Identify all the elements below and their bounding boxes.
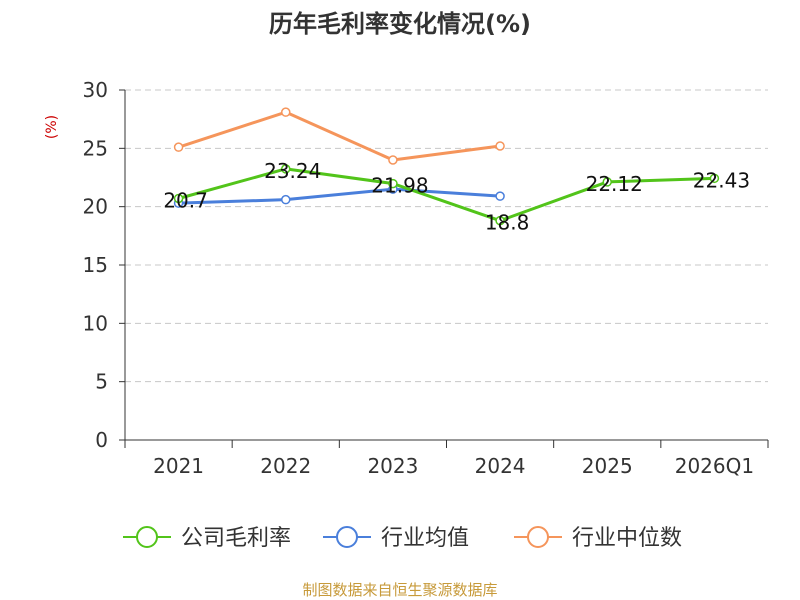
data-point (281, 194, 291, 205)
source-note: 制图数据来自恒生聚源数据库 (302, 581, 498, 599)
x-tick-label: 2024 (475, 454, 526, 478)
data-point (173, 142, 184, 152)
data-label: 21.98 (371, 174, 428, 198)
data-point (388, 178, 398, 189)
x-tick-label: 2026Q1 (675, 454, 754, 478)
x-tick-label: 2022 (260, 454, 311, 478)
y-tick-label: 25 (83, 136, 108, 160)
data-point (709, 173, 720, 184)
data-label: 23.24 (264, 159, 321, 183)
chart-title: 历年毛利率变化情况(%) (269, 10, 531, 38)
data-label: 18.8 (485, 211, 530, 235)
data-point (173, 193, 184, 204)
legend-marker (527, 526, 549, 548)
data-point (281, 107, 291, 117)
data-point (602, 177, 612, 187)
y-tick-label: 20 (83, 195, 108, 219)
y-tick-label: 30 (83, 78, 108, 102)
series-line (178, 167, 715, 223)
y-tick-label: 15 (83, 253, 108, 277)
y-tick-label: 0 (95, 428, 108, 452)
x-tick-label: 2023 (367, 454, 418, 478)
data-point (495, 191, 505, 201)
legend-marker (136, 526, 158, 548)
legend-label: 行业中位数 (572, 526, 682, 551)
legend-label: 行业均值 (381, 526, 469, 551)
y-tick-label: 10 (83, 311, 108, 335)
x-tick-label: 2021 (153, 454, 204, 478)
series-line (178, 110, 501, 162)
data-point (495, 141, 505, 151)
y-tick-label: 5 (95, 370, 108, 394)
legend-label: 公司毛利率 (181, 526, 291, 551)
legend-marker (336, 526, 358, 548)
series-line (178, 187, 501, 205)
data-point (281, 164, 291, 174)
data-label: 20.7 (163, 189, 208, 213)
data-point (495, 215, 505, 226)
x-tick-label: 2025 (582, 454, 633, 478)
data-point (388, 155, 398, 165)
data-label: 22.12 (586, 172, 643, 196)
data-label: 22.43 (693, 168, 750, 192)
